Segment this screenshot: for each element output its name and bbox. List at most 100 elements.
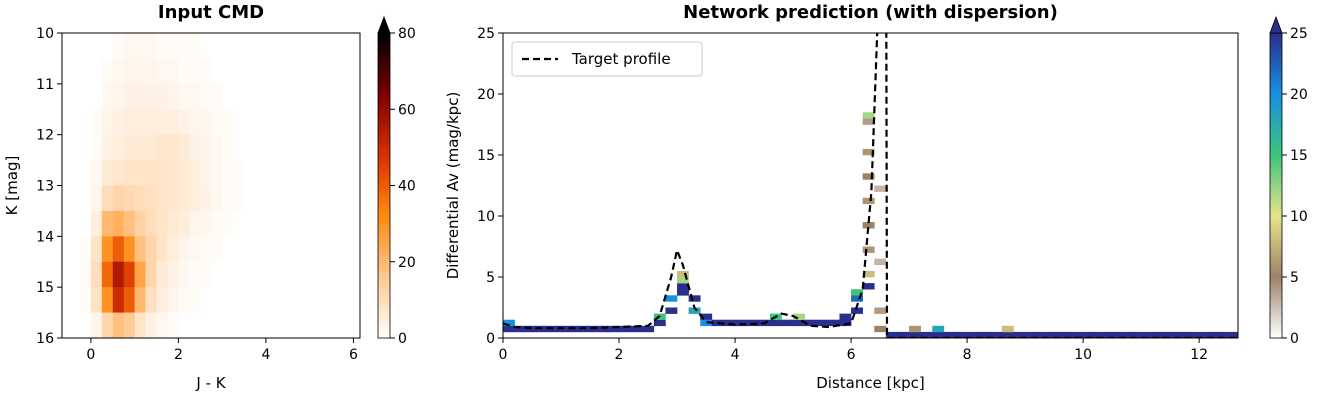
heat-cell bbox=[1141, 331, 1154, 338]
heat-cell bbox=[167, 58, 179, 85]
heat-cell bbox=[211, 134, 223, 161]
heat-cell bbox=[211, 160, 223, 186]
heat-cell bbox=[112, 287, 125, 313]
heat-cell bbox=[1210, 331, 1223, 338]
heat-cell bbox=[189, 83, 201, 110]
heat-cell bbox=[101, 185, 114, 212]
heat-cell bbox=[874, 185, 887, 192]
colorbar-tick-label: 15 bbox=[1290, 148, 1308, 164]
heat-cell bbox=[793, 313, 805, 320]
colorbar-tick-label: 5 bbox=[1290, 270, 1299, 286]
heat-cell bbox=[827, 319, 840, 327]
heat-cell bbox=[123, 33, 135, 59]
heat-cell bbox=[90, 261, 103, 288]
heat-cell bbox=[90, 312, 103, 339]
heat-cell bbox=[134, 83, 146, 110]
heat-cell bbox=[156, 185, 168, 212]
heat-cell bbox=[156, 210, 168, 237]
heat-cell bbox=[700, 313, 713, 320]
heat-cell bbox=[222, 134, 234, 161]
y-tick-label: 16 bbox=[36, 331, 54, 347]
heat-cell bbox=[112, 33, 125, 59]
colorbar-tick-label: 60 bbox=[398, 102, 416, 118]
y-tick-label: 0 bbox=[486, 331, 495, 347]
heat-cell bbox=[178, 261, 190, 288]
colorbar-extend bbox=[377, 15, 391, 34]
heat-cell bbox=[167, 160, 179, 186]
heat-cell bbox=[178, 236, 190, 263]
heat-cell bbox=[101, 134, 114, 161]
colorbar-extend bbox=[1269, 15, 1283, 34]
heat-cell bbox=[145, 109, 157, 135]
heat-cell bbox=[178, 58, 190, 85]
heat-cell bbox=[932, 331, 945, 338]
heat-cell bbox=[145, 160, 157, 186]
heat-cell bbox=[112, 312, 125, 339]
heat-cell bbox=[222, 210, 234, 237]
heat-cell bbox=[642, 325, 655, 333]
heat-cell bbox=[619, 325, 631, 333]
colorbar-tick-label: 0 bbox=[398, 331, 407, 347]
heat-cell bbox=[816, 319, 829, 327]
heat-cell bbox=[943, 331, 956, 338]
heat-cell bbox=[769, 319, 782, 327]
y-tick-label: 14 bbox=[36, 229, 54, 245]
heat-cell bbox=[189, 160, 201, 186]
heat-cell bbox=[990, 331, 1003, 338]
heat-cell bbox=[134, 185, 146, 212]
heat-cell bbox=[189, 33, 201, 59]
heat-cell bbox=[123, 160, 135, 186]
heat-cell bbox=[584, 325, 597, 333]
heat-cell bbox=[211, 236, 223, 263]
heat-cell bbox=[90, 185, 103, 212]
heat-cell bbox=[1013, 331, 1026, 338]
heat-cell bbox=[862, 246, 875, 253]
heat-cell bbox=[723, 319, 736, 327]
heat-cell bbox=[123, 261, 135, 288]
colorbar-tick-label: 25 bbox=[1290, 26, 1308, 42]
heat-cell bbox=[112, 210, 125, 237]
heat-cell bbox=[1071, 331, 1084, 338]
heat-cell bbox=[167, 109, 179, 135]
heat-cell bbox=[145, 210, 157, 237]
heat-cell bbox=[90, 134, 103, 161]
heat-cell bbox=[862, 118, 875, 125]
heat-cell bbox=[90, 210, 103, 237]
heat-cell bbox=[134, 312, 146, 339]
plot-area bbox=[503, 33, 1238, 338]
heat-cell bbox=[134, 210, 146, 237]
colorbar-tick-label: 40 bbox=[398, 179, 416, 195]
heat-cell bbox=[156, 58, 168, 85]
heat-cell bbox=[572, 325, 585, 333]
heat-cell bbox=[167, 185, 179, 212]
heat-cell bbox=[134, 109, 146, 135]
heat-cell bbox=[123, 109, 135, 135]
y-axis-label: K [mag] bbox=[3, 156, 21, 216]
heat-cell bbox=[178, 33, 190, 59]
x-tick-label: 6 bbox=[349, 347, 358, 363]
heat-cell bbox=[862, 270, 875, 278]
heat-cell bbox=[920, 331, 933, 338]
chart-title: Network prediction (with dispersion) bbox=[683, 2, 1058, 23]
x-tick-label: 4 bbox=[261, 347, 270, 363]
heat-cell bbox=[90, 160, 103, 186]
heat-cell bbox=[781, 319, 794, 327]
heat-cell bbox=[1059, 331, 1072, 338]
heat-cell bbox=[839, 313, 852, 320]
heat-cell bbox=[851, 295, 863, 302]
heat-cell bbox=[123, 312, 135, 339]
heat-cell bbox=[211, 83, 223, 110]
heat-cell bbox=[156, 261, 168, 288]
heat-cell bbox=[112, 236, 125, 263]
heat-cell bbox=[537, 325, 550, 333]
heat-cell bbox=[79, 261, 92, 288]
heat-cell bbox=[514, 325, 527, 333]
x-tick-label: 0 bbox=[86, 347, 95, 363]
y-tick-label: 15 bbox=[36, 280, 54, 296]
x-axis-label: J - K bbox=[195, 374, 226, 392]
legend-box bbox=[511, 41, 703, 77]
heat-cell bbox=[123, 58, 135, 85]
axes-frame bbox=[502, 32, 1239, 339]
heat-cell bbox=[862, 197, 875, 205]
heat-cell bbox=[123, 236, 135, 263]
